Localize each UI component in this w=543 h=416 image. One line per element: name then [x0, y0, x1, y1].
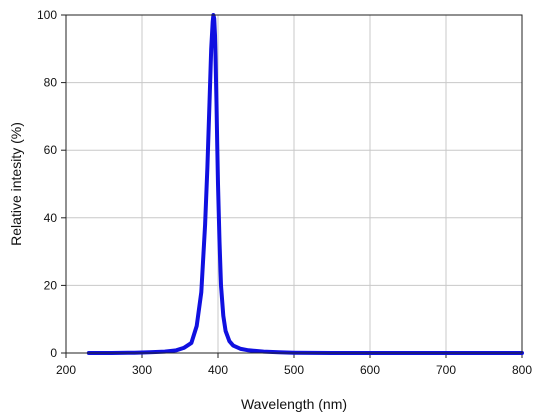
y-tick-label: 80: [44, 76, 58, 90]
x-tick-label: 300: [132, 363, 152, 377]
y-tick-label: 40: [44, 211, 58, 225]
x-axis-ticks: 200 300 400 500 600 700 800: [56, 353, 532, 377]
y-tick-label: 100: [37, 8, 57, 22]
series-group: [86, 13, 524, 355]
y-tick-label: 20: [44, 278, 58, 292]
y-axis-ticks: 0 20 40 60 80 100: [37, 8, 66, 360]
x-tick-label: 200: [56, 363, 76, 377]
y-tick-label: 60: [44, 143, 58, 157]
x-tick-label: 700: [436, 363, 456, 377]
plot-frame: [65, 14, 523, 354]
x-tick-label: 500: [284, 363, 304, 377]
x-tick-label: 800: [512, 363, 532, 377]
x-axis-label: Wavelength (nm): [241, 396, 347, 412]
y-tick-label: 0: [50, 346, 57, 360]
x-tick-label: 600: [360, 363, 380, 377]
grid: [66, 15, 522, 353]
y-axis-label: Relative intesity (%): [8, 122, 24, 246]
x-tick-label: 400: [208, 363, 228, 377]
series-line-0: [86, 13, 524, 355]
